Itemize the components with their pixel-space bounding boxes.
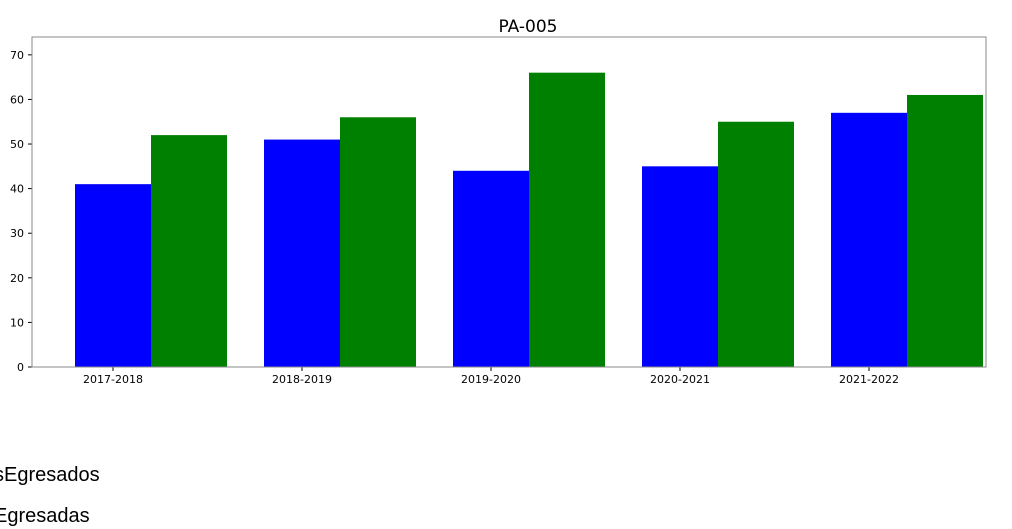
plot-frame: [31, 36, 987, 368]
x-tick-label: 2021-2022: [839, 373, 899, 386]
y-tick-label: 70: [10, 49, 24, 62]
y-tick-label: 10: [10, 316, 24, 329]
y-axis: 0 10 20 30 40 50 60 70: [10, 49, 32, 374]
bar-2-2019-2020: [529, 72, 605, 368]
x-tick-label: 2019-2020: [461, 373, 521, 386]
y-tick-label: 60: [10, 93, 24, 106]
bar-2-2021-2022: [907, 94, 983, 368]
y-tick-label: 30: [10, 227, 24, 240]
y-tick-label: 50: [10, 138, 24, 151]
x-tick-label: 2017-2018: [83, 373, 143, 386]
y-tick-label: 20: [10, 272, 24, 285]
bar-1-2020-2021: [642, 166, 718, 367]
x-axis: 2017-2018 2018-2019 2019-2020 2020-2021 2021…: [83, 367, 899, 386]
bar-chart: PA-005 0 10 20 30 40 50 60 70 2017-2018 2018-201…: [10, 17, 987, 386]
bar-1-2018-2019: [264, 139, 340, 367]
bar-1-2019-2020: [453, 170, 529, 367]
y-tick-label: 40: [10, 183, 24, 196]
bar-2-2018-2019: [340, 117, 416, 368]
y-tick-label: 0: [17, 361, 24, 374]
bars-group: [75, 72, 983, 368]
legend-label-series-2: Egresadas: [0, 505, 90, 527]
bar-2-2017-2018: [151, 135, 227, 367]
bar-1-2021-2022: [831, 112, 907, 367]
bar-2-2020-2021: [718, 121, 794, 367]
bar-1-2017-2018: [75, 184, 151, 367]
x-tick-label: 2018-2019: [272, 373, 332, 386]
x-tick-label: 2020-2021: [650, 373, 710, 386]
legend-label-series-1: sEgresados: [0, 464, 100, 486]
chart-title: PA-005: [498, 17, 557, 37]
